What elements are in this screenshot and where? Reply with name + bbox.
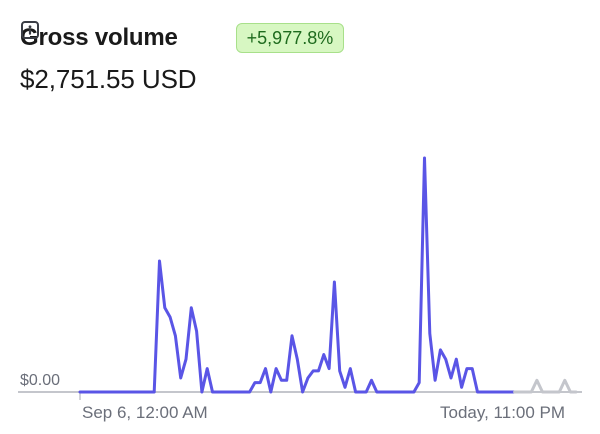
series-line-actual: [78, 156, 517, 394]
x-axis-start-label: Sep 6, 12:00 AM: [82, 403, 208, 422]
series-line-projected: [513, 378, 578, 394]
widget-title: Gross volume: [20, 24, 178, 51]
volume-chart[interactable]: $0.00 Sep 6, 12:00 AM Today, 11:00 PM: [0, 100, 600, 434]
widget-header: Gross volume +5,977.8%: [20, 20, 345, 56]
x-axis-end-label: Today, 11:00 PM: [440, 403, 566, 422]
info-icon[interactable]: [21, 21, 210, 48]
change-badge: +5,977.8%: [235, 23, 345, 53]
total-volume: $2,751.55 USD: [20, 64, 197, 94]
y-axis-zero-label: $0.00: [20, 372, 61, 389]
chart-svg: [18, 156, 582, 400]
